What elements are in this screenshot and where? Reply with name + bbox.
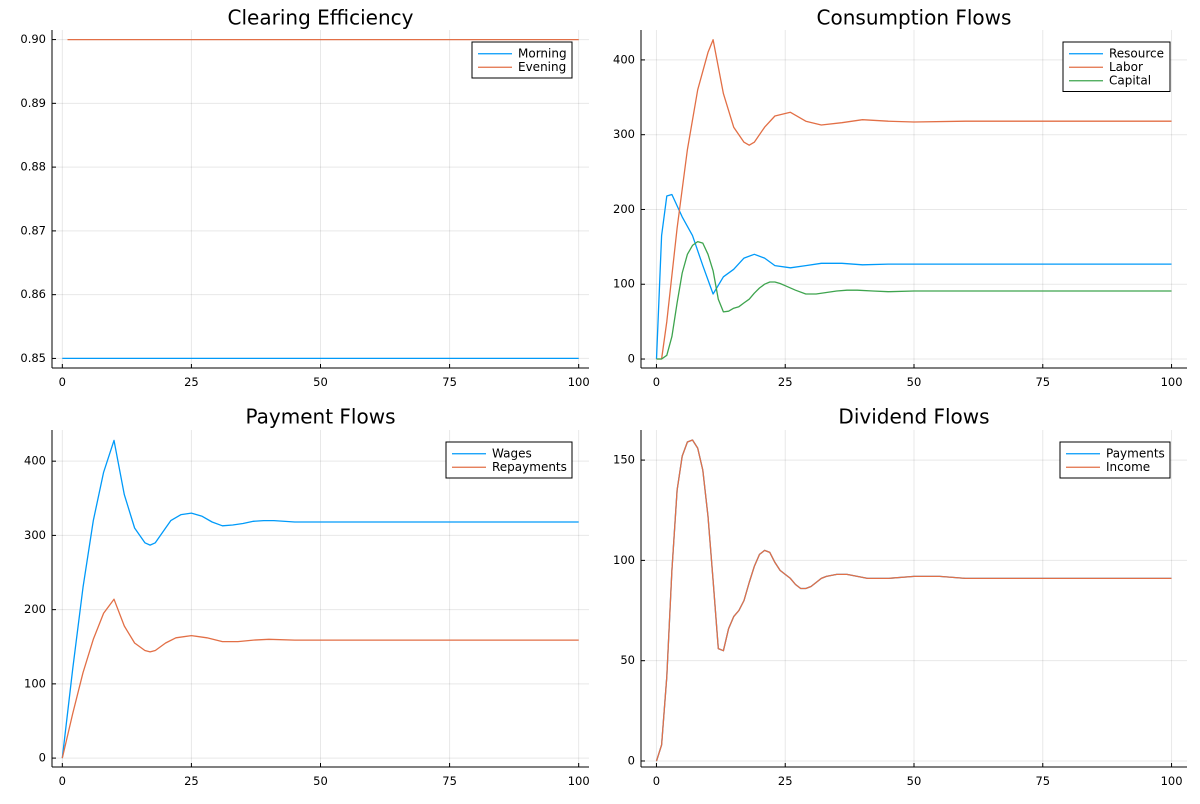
y-tick-label: 0.88 bbox=[20, 160, 46, 174]
chart-panel-3: Payment Flows 0 25 50 75 100 0 100 200 300 400 Wage… bbox=[24, 405, 590, 789]
legend-box bbox=[445, 441, 573, 479]
x-tick-label: 50 bbox=[313, 774, 328, 788]
series-line-repayments bbox=[61, 598, 579, 759]
x-tick-label: 100 bbox=[1161, 375, 1183, 389]
y-tick-label: 150 bbox=[613, 453, 635, 467]
y-tick-label: 200 bbox=[613, 202, 635, 216]
y-tick-label: 0 bbox=[628, 352, 635, 366]
series-line-wages bbox=[61, 439, 579, 759]
chart-title: Payment Flows bbox=[246, 405, 396, 429]
y-tick-label: 400 bbox=[613, 52, 635, 66]
y-tick-label: 100 bbox=[613, 277, 635, 291]
x-tick-label: 25 bbox=[184, 375, 199, 389]
legend-box bbox=[1059, 441, 1171, 479]
y-tick-label: 300 bbox=[613, 127, 635, 141]
x-tick-label: 25 bbox=[184, 774, 199, 788]
legend-label: Repayments bbox=[492, 460, 567, 474]
legend-label: Capital bbox=[1109, 73, 1151, 87]
x-tick-label: 75 bbox=[1035, 375, 1050, 389]
y-tick-label: 0.90 bbox=[20, 32, 46, 46]
series-line-labor bbox=[656, 39, 1172, 360]
x-tick-label: 75 bbox=[442, 774, 457, 788]
chart-title: Consumption Flows bbox=[817, 6, 1012, 30]
x-tick-label: 0 bbox=[59, 774, 66, 788]
legend-label: Wages bbox=[492, 446, 532, 460]
y-tick-label: 0.89 bbox=[20, 96, 46, 110]
y-tick-label: 0.86 bbox=[20, 287, 46, 301]
x-tick-label: 75 bbox=[1035, 774, 1050, 788]
chart-title: Clearing Efficiency bbox=[228, 6, 414, 30]
y-tick-label: 300 bbox=[24, 528, 46, 542]
x-tick-label: 50 bbox=[313, 375, 328, 389]
y-tick-label: 100 bbox=[613, 553, 635, 567]
y-tick-label: 400 bbox=[24, 454, 46, 468]
x-tick-label: 0 bbox=[653, 774, 660, 788]
x-tick-label: 25 bbox=[778, 375, 793, 389]
series-line-resource bbox=[655, 193, 1172, 360]
x-tick-label: 100 bbox=[568, 774, 590, 788]
series-line-capital bbox=[656, 240, 1172, 360]
x-tick-label: 50 bbox=[907, 774, 922, 788]
y-tick-label: 0 bbox=[39, 751, 46, 765]
x-tick-label: 100 bbox=[568, 375, 590, 389]
x-tick-label: 0 bbox=[59, 375, 66, 389]
y-tick-label: 50 bbox=[620, 653, 635, 667]
legend-box bbox=[471, 41, 573, 79]
x-tick-label: 100 bbox=[1161, 774, 1183, 788]
legend-label: Labor bbox=[1109, 60, 1143, 74]
x-tick-label: 75 bbox=[442, 375, 457, 389]
x-tick-label: 0 bbox=[653, 375, 660, 389]
x-tick-label: 50 bbox=[907, 375, 922, 389]
series-line-income bbox=[655, 439, 1172, 762]
legend-label: Morning bbox=[518, 46, 567, 60]
chart-title: Dividend Flows bbox=[838, 405, 989, 429]
y-tick-label: 0.87 bbox=[20, 223, 46, 237]
y-tick-label: 100 bbox=[24, 676, 46, 690]
chart-panel-4: Dividend Flows 0 25 50 75 100 0 50 100 150 Payment… bbox=[613, 405, 1187, 788]
legend-label: Payments bbox=[1106, 446, 1165, 460]
legend-label: Resource bbox=[1109, 46, 1164, 60]
chart-panel-1: Clearing Efficiency 0 25 50 75 100 0.85 0.86 0.8… bbox=[20, 6, 589, 390]
y-tick-label: 0 bbox=[628, 753, 635, 767]
y-tick-label: 0.85 bbox=[20, 351, 46, 365]
y-tick-label: 200 bbox=[24, 602, 46, 616]
legend-label: Evening bbox=[518, 60, 566, 74]
chart-panel-2: Consumption Flows 0 25 50 75 100 0 100 200 300 400… bbox=[613, 6, 1187, 389]
legend-label: Income bbox=[1106, 460, 1150, 474]
x-tick-label: 25 bbox=[778, 774, 793, 788]
